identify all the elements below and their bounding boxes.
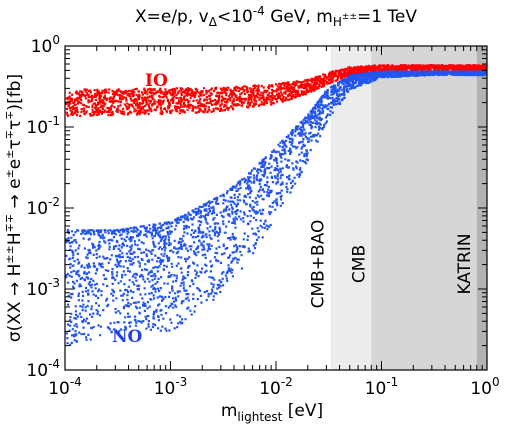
series-no-points [65,70,487,346]
excluded-regions [330,46,487,370]
axis-ticks [64,45,488,371]
y-tick-label-3: 10-1 [26,114,60,138]
series-io-points [65,64,487,117]
series-no-dots [65,70,487,346]
y-tick-label-2: 10-2 [26,195,60,219]
excluded-region-1 [371,46,487,370]
x-tick-label-0: 10-4 [48,375,82,399]
series-io-dots [65,64,487,117]
y-tick-label-1: 10-3 [26,276,60,300]
y-tick-label-4: 100 [31,33,60,57]
tick-marks [64,45,488,371]
y-axis-title: σ(XX → H±±H∓∓ → e±e±τ∓τ∓)[fb] [3,74,25,342]
axis-tick-labels: 10-4 10-3 10-2 10-1 100 10-4 10-3 10-2 10-1 100 [26,33,499,399]
x-tick-label-2: 10-2 [259,375,293,399]
region-label-1: CMB [349,245,369,283]
scatter-bands [65,64,487,346]
chart-title: X=e/p, vΔ<10-4 GeV, mH±±=1 TeV [135,4,417,29]
series-label-io: IO [145,71,168,91]
region-label-2: KATRIN [455,233,475,294]
series-label-no: NO [112,327,143,347]
x-axis-title: mlightest [eV] [221,401,323,424]
region-label-0: CMB+BAO [309,220,329,309]
y-tick-label-0: 10-4 [26,357,60,381]
x-tick-label-1: 10-3 [154,375,188,399]
region-labels: CMB+BAO CMB KATRIN [309,220,475,309]
x-tick-label-4: 100 [470,375,499,399]
x-tick-label-3: 10-1 [365,375,399,399]
